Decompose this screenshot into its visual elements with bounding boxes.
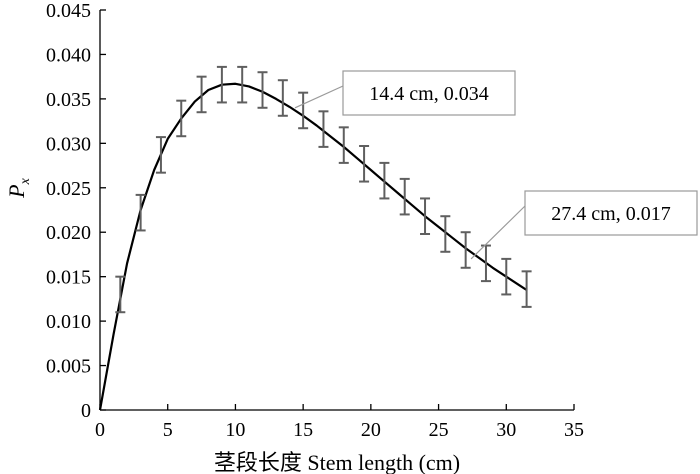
callout-box (524, 190, 698, 236)
error-bar (480, 244, 491, 283)
error-bar (115, 275, 126, 314)
error-bar (155, 136, 166, 174)
error-bar (237, 65, 248, 104)
error-bar (257, 71, 268, 109)
y-tick-label: 0.005 (46, 356, 91, 378)
axes: 0 5 10 15 20 25 30 35 0 0.005 0.010 0.015 0.020 0.025… (46, 0, 584, 441)
y-axis-title-subscript: x (18, 177, 33, 185)
x-tick-label: 15 (293, 419, 313, 441)
error-bar (216, 65, 227, 104)
y-tick-label: 0.010 (46, 311, 91, 333)
error-bar (359, 145, 370, 183)
error-bar (318, 110, 329, 148)
callout-label: 14.4 cm, 0.034 (369, 83, 488, 105)
callout-pointer (470, 205, 526, 260)
error-bar (338, 126, 349, 164)
error-bar (420, 197, 431, 235)
error-bar (196, 75, 207, 114)
error-bar (135, 193, 146, 232)
x-tick-label: 5 (163, 419, 173, 441)
error-bar (277, 79, 288, 117)
y-tick-label: 0 (81, 400, 91, 422)
y-tick-label: 0.040 (46, 44, 91, 66)
error-bar (298, 91, 309, 130)
error-bar (460, 231, 471, 269)
callout-box (342, 70, 516, 116)
x-tick-label: 30 (496, 419, 516, 441)
y-tick-label: 0.035 (46, 89, 91, 111)
error-bar (440, 215, 451, 253)
y-axis-title-main: P (4, 184, 29, 198)
x-axis-title: 茎段长度 Stem length (cm) (214, 450, 460, 474)
error-bar (176, 99, 187, 138)
x-tick-label: 25 (429, 419, 449, 441)
y-tick-label: 0.030 (46, 133, 91, 155)
y-axis-title: Px (4, 177, 33, 198)
y-tick-label: 0.025 (46, 178, 91, 200)
y-tick-label: 0.045 (46, 0, 91, 22)
callout-label: 27.4 cm, 0.017 (551, 203, 670, 225)
callout-pointer (294, 85, 344, 109)
x-tick-label: 35 (564, 419, 584, 441)
labels-layer: 茎段长度 Stem length (cm) Px (4, 177, 460, 474)
x-tick-label: 20 (361, 419, 381, 441)
y-tick-label: 0.020 (46, 222, 91, 244)
error-bar (501, 257, 512, 296)
error-bar (379, 161, 390, 200)
error-bars-layer (115, 65, 532, 314)
x-tick-label: 10 (225, 419, 245, 441)
callout: 14.4 cm, 0.034 (294, 70, 516, 116)
fitted-curve (98, 82, 528, 411)
callouts-layer: 14.4 cm, 0.034 27.4 cm, 0.017 (294, 70, 698, 260)
error-bar (521, 270, 532, 308)
callout: 27.4 cm, 0.017 (470, 190, 698, 260)
y-tick-label: 0.015 (46, 267, 91, 289)
error-bar (399, 177, 410, 216)
x-tick-label: 0 (95, 419, 105, 441)
fitted-curve-layer (98, 82, 528, 411)
